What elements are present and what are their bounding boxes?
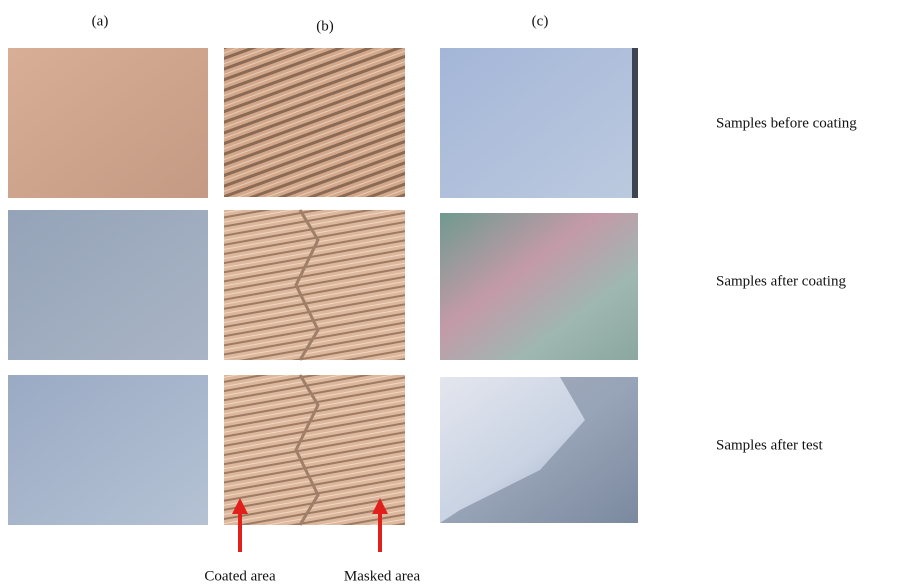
row-label: Samples after coating bbox=[716, 273, 846, 289]
edge bbox=[632, 48, 638, 198]
micrograph bbox=[440, 48, 638, 198]
row-label: Samples before coating bbox=[716, 115, 857, 131]
micrograph bbox=[8, 210, 208, 360]
row-label: Samples after test bbox=[716, 437, 823, 453]
annotation: Masked area bbox=[344, 568, 421, 584]
micrograph bbox=[8, 375, 208, 525]
micrograph bbox=[440, 213, 638, 360]
micrograph bbox=[224, 48, 405, 197]
column-label: (c) bbox=[532, 13, 549, 29]
annotation: Coated area bbox=[204, 568, 276, 584]
image-grid bbox=[8, 48, 638, 525]
figure: (a) (b) (c) Samples before coating Sampl… bbox=[0, 0, 912, 586]
micrograph bbox=[8, 48, 208, 198]
column-label: (a) bbox=[92, 13, 109, 29]
column-label: (b) bbox=[316, 18, 334, 34]
